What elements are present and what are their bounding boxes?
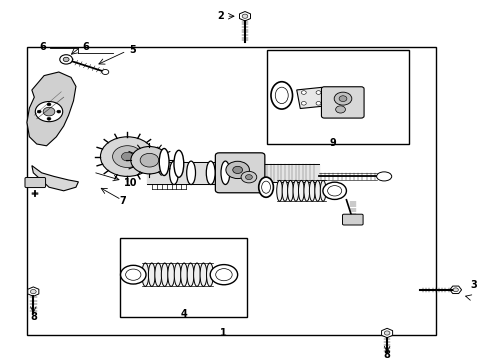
Ellipse shape — [206, 263, 213, 287]
Ellipse shape — [181, 263, 188, 287]
Ellipse shape — [187, 161, 196, 184]
Bar — [27, 47, 436, 335]
Circle shape — [122, 152, 133, 161]
FancyBboxPatch shape — [321, 87, 364, 118]
Text: 2: 2 — [218, 11, 224, 21]
FancyBboxPatch shape — [216, 153, 265, 193]
Ellipse shape — [170, 161, 178, 184]
Polygon shape — [32, 166, 78, 191]
Text: 5: 5 — [129, 45, 136, 55]
FancyBboxPatch shape — [343, 214, 363, 225]
Ellipse shape — [148, 263, 155, 287]
Ellipse shape — [206, 161, 215, 184]
Ellipse shape — [159, 148, 169, 175]
Circle shape — [113, 146, 142, 167]
Circle shape — [63, 57, 69, 62]
Text: 4: 4 — [180, 309, 187, 319]
Text: 7: 7 — [119, 196, 126, 206]
Circle shape — [30, 289, 36, 294]
Circle shape — [216, 269, 232, 281]
Ellipse shape — [271, 82, 293, 109]
Bar — [267, 50, 409, 144]
Circle shape — [336, 106, 345, 113]
Circle shape — [100, 137, 154, 176]
Ellipse shape — [194, 263, 200, 287]
Circle shape — [140, 153, 159, 167]
Ellipse shape — [200, 263, 207, 287]
Polygon shape — [27, 72, 76, 146]
Ellipse shape — [142, 263, 149, 287]
Ellipse shape — [304, 180, 310, 201]
Polygon shape — [450, 286, 462, 293]
Circle shape — [57, 110, 61, 113]
Circle shape — [47, 103, 51, 106]
Ellipse shape — [309, 180, 315, 201]
Ellipse shape — [259, 177, 273, 197]
Ellipse shape — [155, 263, 162, 287]
Text: 6: 6 — [40, 42, 47, 52]
Ellipse shape — [161, 263, 168, 287]
Circle shape — [226, 161, 249, 179]
Circle shape — [328, 186, 342, 196]
Ellipse shape — [315, 180, 320, 201]
Circle shape — [241, 171, 257, 183]
Polygon shape — [240, 12, 250, 21]
Ellipse shape — [174, 150, 184, 177]
Circle shape — [60, 55, 73, 64]
Polygon shape — [382, 328, 392, 338]
Text: 6: 6 — [82, 42, 89, 52]
Text: 9: 9 — [330, 138, 337, 148]
Circle shape — [339, 96, 347, 102]
Ellipse shape — [275, 87, 288, 104]
Circle shape — [316, 102, 321, 105]
Circle shape — [121, 265, 146, 284]
Circle shape — [323, 182, 346, 199]
Ellipse shape — [298, 180, 304, 201]
Circle shape — [242, 14, 248, 18]
Ellipse shape — [320, 180, 326, 201]
Circle shape — [316, 91, 321, 94]
Ellipse shape — [168, 263, 174, 287]
Circle shape — [43, 107, 55, 116]
Circle shape — [102, 69, 109, 75]
Circle shape — [47, 117, 51, 120]
Ellipse shape — [282, 180, 288, 201]
Ellipse shape — [277, 180, 282, 201]
Ellipse shape — [377, 172, 392, 181]
Ellipse shape — [288, 180, 294, 201]
Circle shape — [301, 91, 306, 94]
Ellipse shape — [221, 161, 230, 184]
Circle shape — [453, 288, 458, 292]
Ellipse shape — [293, 180, 299, 201]
FancyBboxPatch shape — [25, 177, 46, 188]
Circle shape — [210, 265, 238, 285]
Ellipse shape — [262, 181, 270, 193]
Polygon shape — [297, 87, 325, 108]
Text: 3: 3 — [470, 280, 477, 290]
Polygon shape — [28, 287, 39, 296]
Circle shape — [384, 331, 390, 335]
Circle shape — [233, 166, 243, 174]
Circle shape — [131, 147, 168, 174]
Text: 8: 8 — [30, 312, 37, 322]
Circle shape — [35, 102, 63, 122]
Text: 1: 1 — [220, 328, 226, 338]
Ellipse shape — [187, 263, 194, 287]
Circle shape — [245, 175, 252, 180]
Bar — [120, 238, 247, 317]
Circle shape — [125, 269, 141, 280]
Circle shape — [301, 102, 306, 105]
Text: 8: 8 — [384, 350, 391, 360]
Ellipse shape — [174, 263, 181, 287]
Circle shape — [334, 92, 352, 105]
Circle shape — [37, 110, 41, 113]
Text: 10: 10 — [123, 178, 137, 188]
